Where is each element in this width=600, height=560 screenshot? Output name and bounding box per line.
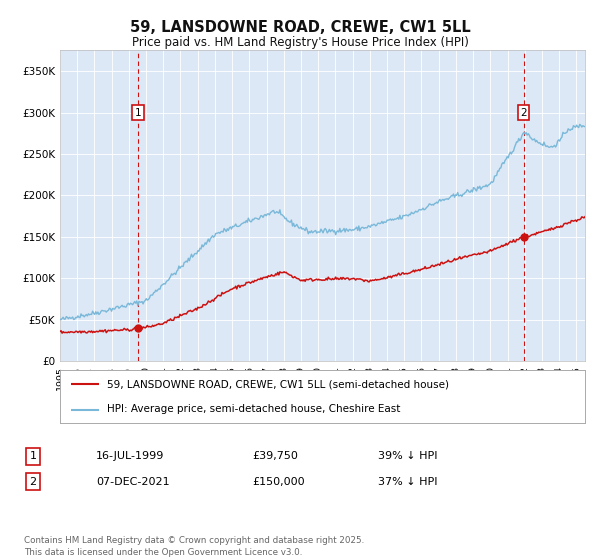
Text: £39,750: £39,750	[252, 451, 298, 461]
Text: 37% ↓ HPI: 37% ↓ HPI	[378, 477, 437, 487]
Text: 16-JUL-1999: 16-JUL-1999	[96, 451, 164, 461]
Text: 1: 1	[29, 451, 37, 461]
Text: 39% ↓ HPI: 39% ↓ HPI	[378, 451, 437, 461]
Text: 07-DEC-2021: 07-DEC-2021	[96, 477, 170, 487]
Text: Price paid vs. HM Land Registry's House Price Index (HPI): Price paid vs. HM Land Registry's House …	[131, 36, 469, 49]
Text: Contains HM Land Registry data © Crown copyright and database right 2025.
This d: Contains HM Land Registry data © Crown c…	[24, 536, 364, 557]
Text: 59, LANSDOWNE ROAD, CREWE, CW1 5LL: 59, LANSDOWNE ROAD, CREWE, CW1 5LL	[130, 20, 470, 35]
Text: 2: 2	[29, 477, 37, 487]
Text: 1: 1	[135, 108, 142, 118]
Text: £150,000: £150,000	[252, 477, 305, 487]
Text: 59, LANSDOWNE ROAD, CREWE, CW1 5LL (semi-detached house): 59, LANSDOWNE ROAD, CREWE, CW1 5LL (semi…	[107, 380, 449, 390]
Text: 2: 2	[520, 108, 527, 118]
Text: HPI: Average price, semi-detached house, Cheshire East: HPI: Average price, semi-detached house,…	[107, 404, 401, 414]
